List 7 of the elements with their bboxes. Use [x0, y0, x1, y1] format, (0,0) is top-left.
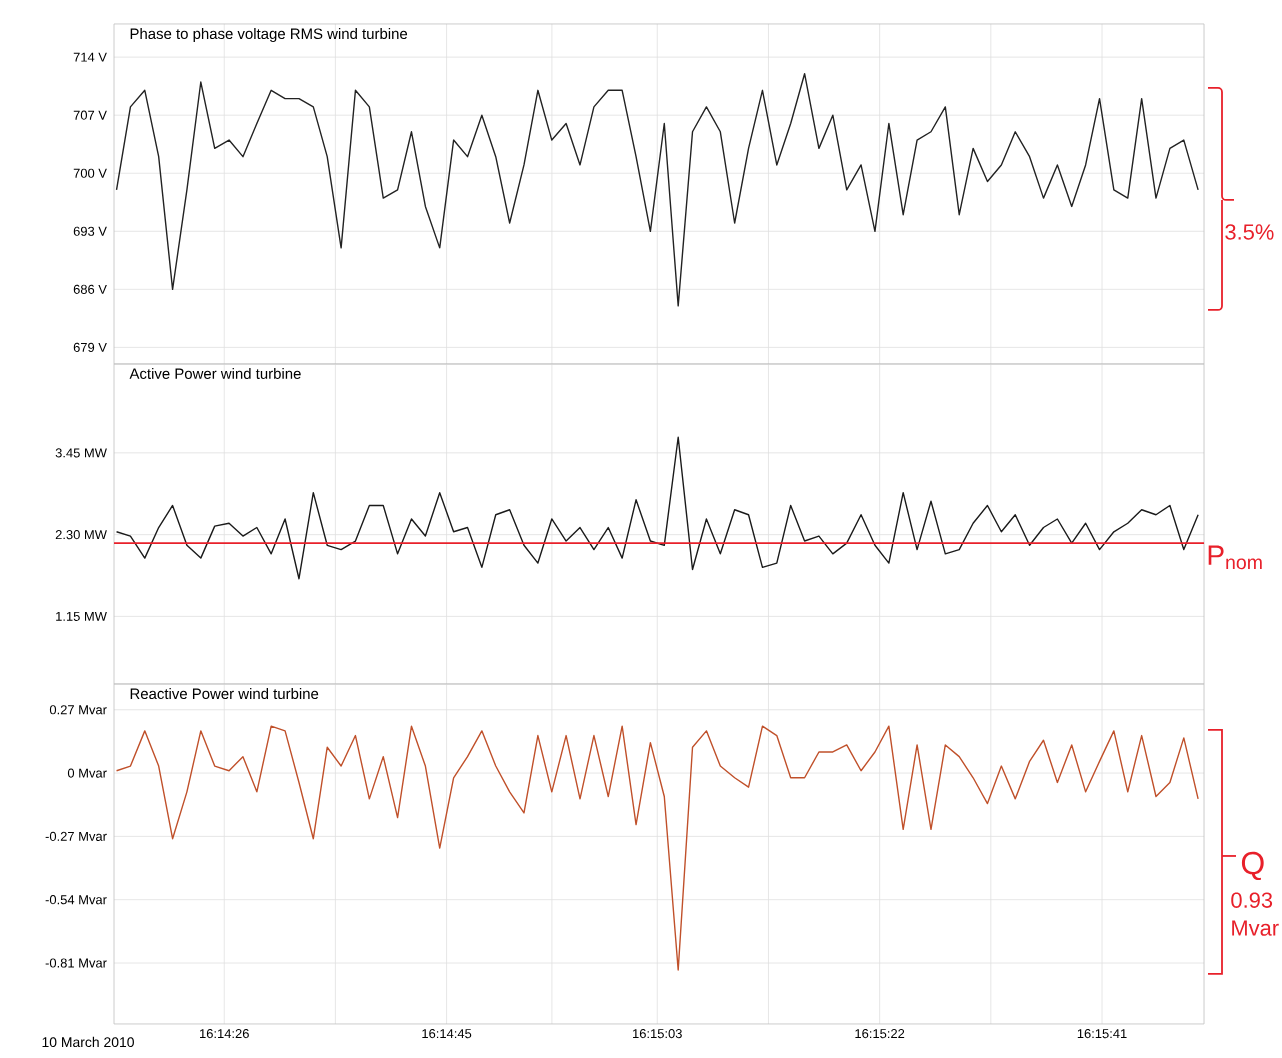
text: 3.5% [1225, 224, 1274, 240]
line-series [115, 725, 1199, 971]
text: 0.93 Mvar [1231, 892, 1279, 936]
text: Q [1241, 851, 1264, 881]
line-series [115, 73, 1199, 307]
line-series [115, 436, 1199, 580]
ref-line-label: P$_{nom}$ [1208, 545, 1262, 570]
